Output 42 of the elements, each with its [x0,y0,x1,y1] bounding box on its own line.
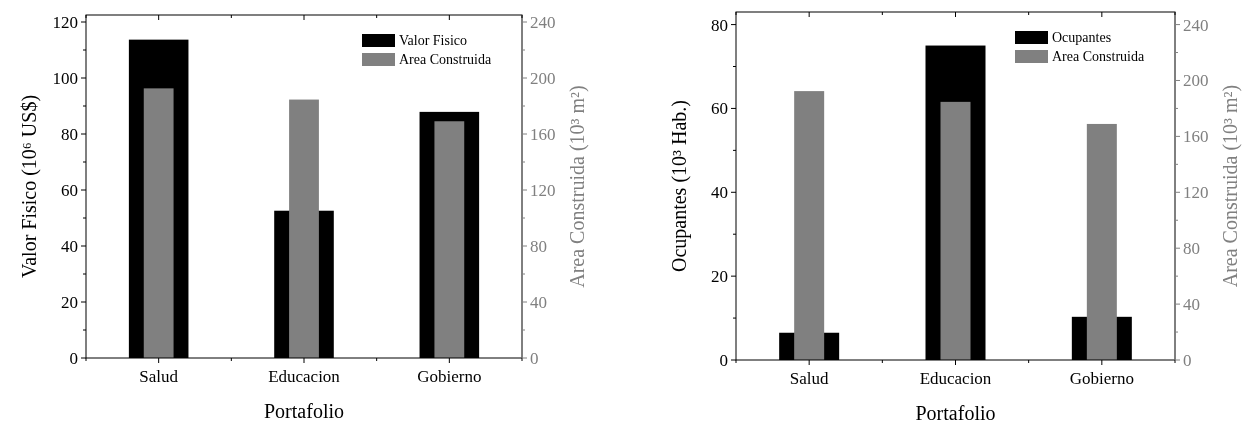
y2-tick-label: 0 [1183,350,1192,370]
y-tick-label: 120 [52,12,78,32]
legend-label: Area Construida [399,51,492,67]
y2-tick-label: 240 [1183,15,1209,35]
x-tick-label: Salud [789,369,830,388]
y-tick-label: 0 [719,350,728,370]
y2-tick-label: 120 [530,180,556,200]
y-tick-label: 60 [61,180,78,200]
y2-tick-label: 40 [1183,295,1200,315]
y-tick-label: 60 [711,99,728,119]
y2-tick-label: 160 [1183,127,1209,147]
y-tick-label: 0 [69,348,78,368]
x-axis-title: Portafolio [264,400,344,422]
y-tick-label: 40 [711,183,728,203]
y-tick-label: 20 [711,267,728,287]
y2-tick-label: 0 [530,348,539,368]
legend-label: Ocupantes [1052,29,1112,45]
y2-tick-label: 80 [1183,239,1200,259]
y-tick-label: 80 [61,124,78,144]
y2-tick-label: 160 [530,124,556,144]
y2-tick-label: 200 [530,68,556,88]
y2-tick-label: 240 [530,12,556,32]
x-tick-label: Educacion [268,367,341,386]
legend-label: Area Construida [1052,48,1145,64]
y2-tick-label: 40 [530,292,547,312]
y2-axis-title: Area Construida (10³ m²) [566,85,589,288]
x-tick-label: Educacion [919,369,992,388]
x-axis-title: Portafolio [915,402,996,424]
y-tick-label: 80 [711,15,728,35]
y-tick-label: 20 [61,292,78,312]
y-tick-label: 100 [52,68,78,88]
y2-tick-label: 120 [1183,183,1209,203]
y2-axis-title: Area Construida (10³ m²) [1219,84,1242,288]
legend-label: Valor Fisico [399,32,468,48]
y-axis-title: Ocupantes (10³ Hab.) [668,99,691,273]
x-tick-label: Gobierno [1069,369,1134,388]
y2-tick-label: 200 [1183,71,1209,91]
y-axis-title: Valor Fisico (10⁶ US$) [18,94,41,279]
y-tick-label: 40 [61,236,78,256]
x-tick-label: Salud [139,367,179,386]
x-tick-label: Gobierno [417,367,482,386]
y2-tick-label: 80 [530,236,547,256]
